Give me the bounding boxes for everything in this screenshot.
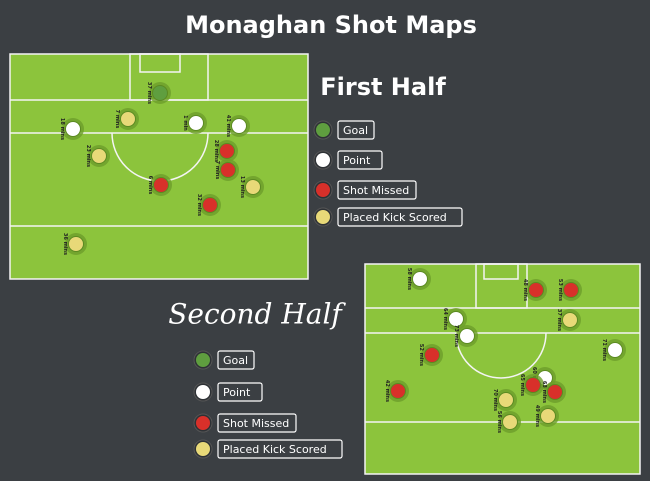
- shot-label: 58 mins: [406, 268, 412, 290]
- shot-label: 63 mins: [541, 381, 547, 403]
- second-half-title: Second Half: [168, 298, 346, 331]
- shot: [547, 384, 563, 400]
- legend-swatch: [196, 416, 210, 430]
- shot-label: 13 mins: [239, 176, 245, 198]
- legend-label: Point: [343, 154, 371, 167]
- shot-label: 52 mins: [418, 344, 424, 366]
- legend-label: Goal: [223, 354, 248, 367]
- shot: [448, 311, 464, 327]
- shot: [152, 85, 168, 101]
- legend-label: Shot Missed: [223, 417, 289, 430]
- shot: [390, 383, 406, 399]
- shot-label: 70 mins: [492, 389, 498, 411]
- shot: [562, 312, 578, 328]
- shot-label: 73 mins: [453, 325, 459, 347]
- shot-label: 56 mins: [496, 411, 502, 433]
- legend-box: [337, 120, 375, 140]
- shot-label: 37 mins: [146, 82, 152, 104]
- shot-label: 18 mins: [59, 118, 65, 140]
- legend-label: Shot Missed: [343, 184, 409, 197]
- legend-box: [217, 350, 255, 370]
- main-title: Monaghan Shot Maps: [185, 11, 477, 39]
- shot-label: 36 mins: [62, 233, 68, 255]
- shot: [459, 328, 475, 344]
- shot: [540, 408, 556, 424]
- pitch: [364, 263, 641, 475]
- shot: [220, 162, 236, 178]
- shot: [91, 148, 107, 164]
- legend-box: [217, 413, 297, 433]
- shot: [528, 282, 544, 298]
- legend-box: [337, 150, 383, 170]
- shot-label: 49 mins: [534, 405, 540, 427]
- shot: [188, 115, 204, 131]
- legend-swatch: [316, 183, 330, 197]
- shot-label: 23 mins: [85, 145, 91, 167]
- shot-label: 7 mins: [214, 161, 220, 180]
- shot: [68, 236, 84, 252]
- legend-box: [217, 382, 263, 402]
- small-box: [483, 263, 519, 280]
- shot-label: 48 mins: [522, 279, 528, 301]
- shot-label: 53 mins: [557, 279, 563, 301]
- small-box: [139, 53, 181, 73]
- legend-label: Point: [223, 386, 251, 399]
- legend-swatch: [316, 153, 330, 167]
- shot-label: 65 mins: [519, 374, 525, 396]
- shot-label: 71 mins: [601, 339, 607, 361]
- shot: [65, 121, 81, 137]
- shot: [202, 197, 218, 213]
- first-half-title: First Half: [320, 73, 446, 101]
- shot: [245, 179, 261, 195]
- shot: [502, 414, 518, 430]
- legend-swatch: [316, 123, 330, 137]
- shot-label: 1 min: [182, 115, 188, 131]
- legend-label: Placed Kick Scored: [223, 443, 327, 456]
- shot: [153, 177, 169, 193]
- legend-box: [337, 207, 463, 227]
- legend-label: Placed Kick Scored: [343, 211, 447, 224]
- shot-label: 41 mins: [225, 115, 231, 137]
- shot: [563, 282, 579, 298]
- shot: [120, 111, 136, 127]
- shot: [424, 347, 440, 363]
- legend-swatch: [196, 385, 210, 399]
- arc: [455, 332, 547, 379]
- shot: [607, 342, 623, 358]
- shot-label: 7 mins: [114, 110, 120, 129]
- legend-swatch: [196, 442, 210, 456]
- shot-label: 42 mins: [384, 380, 390, 402]
- legend-box: [217, 439, 343, 459]
- shot: [525, 377, 541, 393]
- shot: [412, 271, 428, 287]
- second-half-pitch: [364, 263, 641, 475]
- shot: [498, 392, 514, 408]
- shot-label: 28 mins: [213, 140, 219, 162]
- legend-swatch: [196, 353, 210, 367]
- shot-label: 64 mins: [442, 308, 448, 330]
- shot-label: 32 mins: [196, 194, 202, 216]
- legend-swatch: [316, 210, 330, 224]
- legend-label: Goal: [343, 124, 368, 137]
- shot: [219, 143, 235, 159]
- shot: [231, 118, 247, 134]
- shot-label: 6 mins: [147, 176, 153, 195]
- shot-label: 37 mins: [556, 309, 562, 331]
- legend-box: [337, 180, 417, 200]
